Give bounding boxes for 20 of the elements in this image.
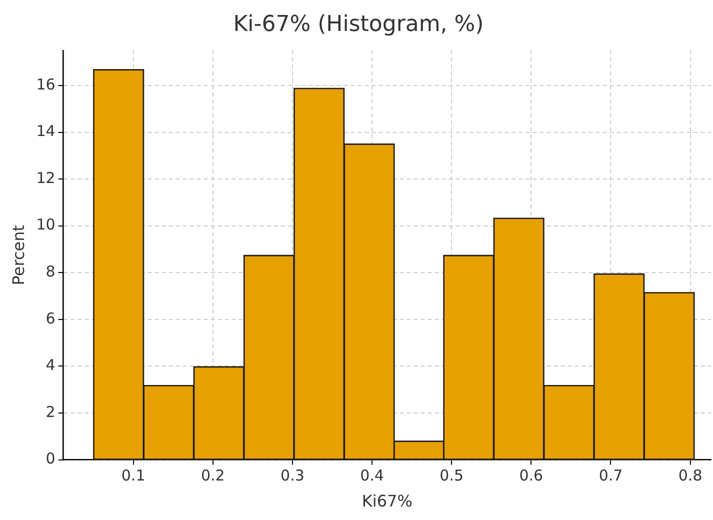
y-tick-label: 8 [46, 262, 56, 281]
y-tick-label: 16 [36, 75, 56, 94]
x-tick-label: 0.1 [121, 466, 146, 485]
x-tick-label: 0.5 [440, 466, 464, 485]
x-tick-label: 0.7 [598, 466, 623, 485]
x-tick-label: 0.6 [519, 466, 544, 485]
y-tick-label: 6 [46, 309, 56, 328]
chart-title: Ki-67% (Histogram, %) [233, 12, 484, 37]
y-tick-label: 2 [46, 402, 56, 421]
x-tick-label: 0.2 [200, 466, 225, 485]
y-tick-label: 10 [36, 216, 56, 234]
y-tick-label: 14 [36, 122, 56, 140]
y-axis-title: Percent [8, 225, 28, 286]
y-tick-label: 0 [46, 450, 56, 468]
x-tick-label: 0.8 [678, 466, 702, 485]
y-tick-label: 4 [46, 356, 56, 374]
x-tick-label: 0.3 [280, 466, 304, 485]
y-tick-label: 12 [36, 168, 56, 187]
x-tick-label: 0.4 [360, 466, 384, 485]
x-axis-title: Ki67% [362, 492, 412, 511]
